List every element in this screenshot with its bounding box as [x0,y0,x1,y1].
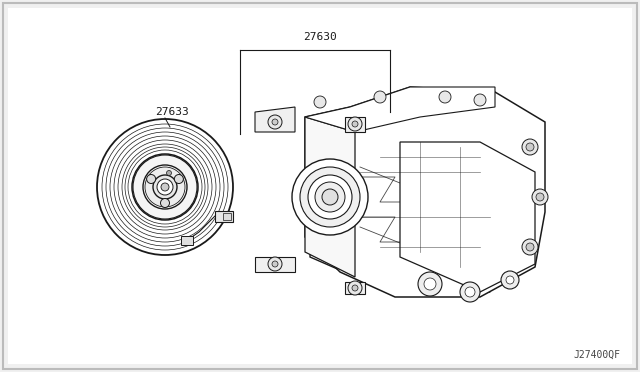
Circle shape [439,91,451,103]
Circle shape [161,183,169,191]
Bar [181,236,193,245]
Circle shape [268,257,282,271]
Circle shape [526,143,534,151]
Circle shape [161,199,170,208]
Circle shape [147,174,156,183]
Circle shape [352,121,358,127]
Circle shape [143,165,187,209]
Circle shape [522,239,538,255]
Circle shape [174,174,183,183]
Polygon shape [310,137,490,292]
Text: J27400QF: J27400QF [573,350,620,360]
Circle shape [308,175,352,219]
Circle shape [348,281,362,295]
Circle shape [97,119,233,255]
Polygon shape [255,107,295,132]
Circle shape [374,91,386,103]
Circle shape [292,159,368,235]
Bar [215,211,233,222]
Circle shape [314,96,326,108]
Circle shape [157,179,173,195]
Circle shape [145,167,185,207]
Polygon shape [305,87,495,132]
Polygon shape [400,142,535,292]
Circle shape [268,115,282,129]
Bar [223,213,231,220]
Circle shape [465,287,475,297]
Circle shape [166,170,172,176]
Circle shape [418,272,442,296]
Circle shape [322,189,338,205]
Circle shape [501,271,519,289]
Circle shape [153,175,177,199]
Circle shape [526,243,534,251]
Circle shape [536,193,544,201]
Polygon shape [345,117,365,132]
Text: 27633: 27633 [155,107,189,117]
Circle shape [506,276,514,284]
Circle shape [300,167,360,227]
Polygon shape [305,87,545,297]
Circle shape [133,155,197,219]
Polygon shape [255,257,295,272]
Circle shape [132,154,198,220]
Circle shape [348,117,362,131]
Circle shape [532,189,548,205]
Circle shape [352,285,358,291]
Circle shape [315,182,345,212]
Circle shape [522,139,538,155]
Circle shape [424,278,436,290]
Circle shape [272,261,278,267]
Circle shape [474,94,486,106]
Polygon shape [305,117,355,277]
Circle shape [272,119,278,125]
Polygon shape [345,282,365,294]
Text: 27630: 27630 [303,32,337,42]
Circle shape [460,282,480,302]
